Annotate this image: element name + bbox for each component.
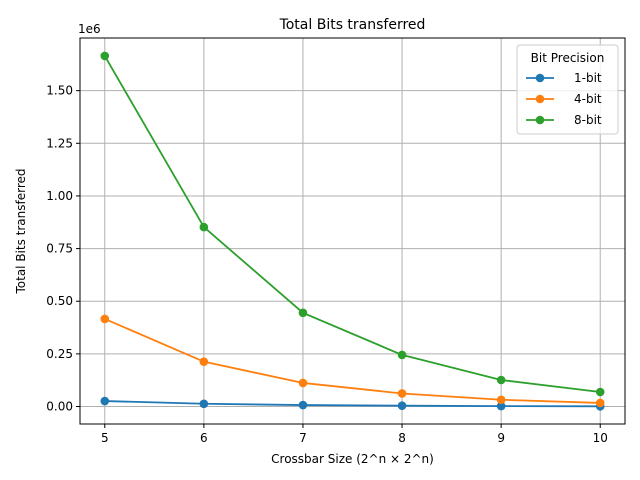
chart-title: Total Bits transferred	[279, 17, 426, 33]
data-point-1-bit	[199, 399, 209, 409]
y-tick-label: 0.25	[46, 347, 73, 361]
plot-frame	[79, 37, 626, 425]
y-tick-label: 0.00	[46, 400, 73, 414]
legend-marker-1-bit	[535, 73, 545, 83]
data-point-8-bit	[397, 350, 407, 360]
legend-box	[516, 44, 619, 135]
data-point-1-bit	[397, 401, 407, 410]
x-axis-label: Crossbar Size (2^n × 2^n)	[271, 452, 434, 466]
y-tick-label: 1.25	[46, 136, 73, 150]
data-point-8-bit	[298, 308, 308, 318]
legend-items: 1-bit 4-bit 8-bit	[526, 71, 602, 127]
series-line-1-bit	[104, 400, 601, 408]
y-tick-label: 0.50	[46, 294, 73, 308]
y-tick-label: 0.75	[46, 242, 73, 256]
data-point-8-bit	[100, 51, 110, 61]
y-axis-offset-text: 1e6	[78, 22, 101, 36]
series-layer	[100, 51, 605, 411]
data-point-4-bit	[100, 314, 110, 324]
legend-marker-8-bit	[535, 115, 545, 125]
x-tick-label: 8	[398, 431, 406, 445]
data-point-1-bit	[100, 396, 110, 406]
data-point-8-bit	[595, 387, 605, 397]
legend-marker-4-bit	[535, 94, 545, 104]
x-tick-label: 5	[101, 431, 109, 445]
legend-label-1-bit: 1-bit	[574, 71, 602, 85]
legend: Bit Precision 1-bit 4-bit 8-bit	[516, 44, 619, 135]
data-point-8-bit	[199, 222, 209, 232]
legend-label-4-bit: 4-bit	[574, 92, 602, 106]
data-point-4-bit	[199, 357, 209, 366]
y-tick-label: 1.00	[46, 189, 73, 203]
data-point-1-bit	[298, 400, 308, 410]
data-point-4-bit	[298, 378, 308, 388]
ticks: 5 6 7 8 9 10 0.00 0.25 0.50 0.75 1.00 1.25 1.50	[46, 84, 608, 445]
y-axis-label: Total Bits transferred	[14, 168, 28, 294]
data-point-1-bit	[496, 401, 506, 411]
x-tick-label: 10	[593, 431, 608, 445]
series-line-4-bit	[104, 318, 601, 404]
data-point-8-bit	[496, 375, 506, 385]
legend-title: Bit Precision	[531, 51, 605, 65]
legend-label-8-bit: 8-bit	[574, 113, 602, 127]
data-point-4-bit	[496, 395, 506, 405]
data-point-4-bit	[595, 398, 605, 408]
x-tick-label: 6	[200, 431, 208, 445]
series-line-8-bit	[103, 55, 601, 393]
data-point-4-bit	[397, 389, 407, 398]
x-tick-label: 9	[497, 431, 505, 445]
y-tick-label: 1.50	[46, 84, 73, 98]
x-tick-label: 7	[299, 431, 307, 445]
